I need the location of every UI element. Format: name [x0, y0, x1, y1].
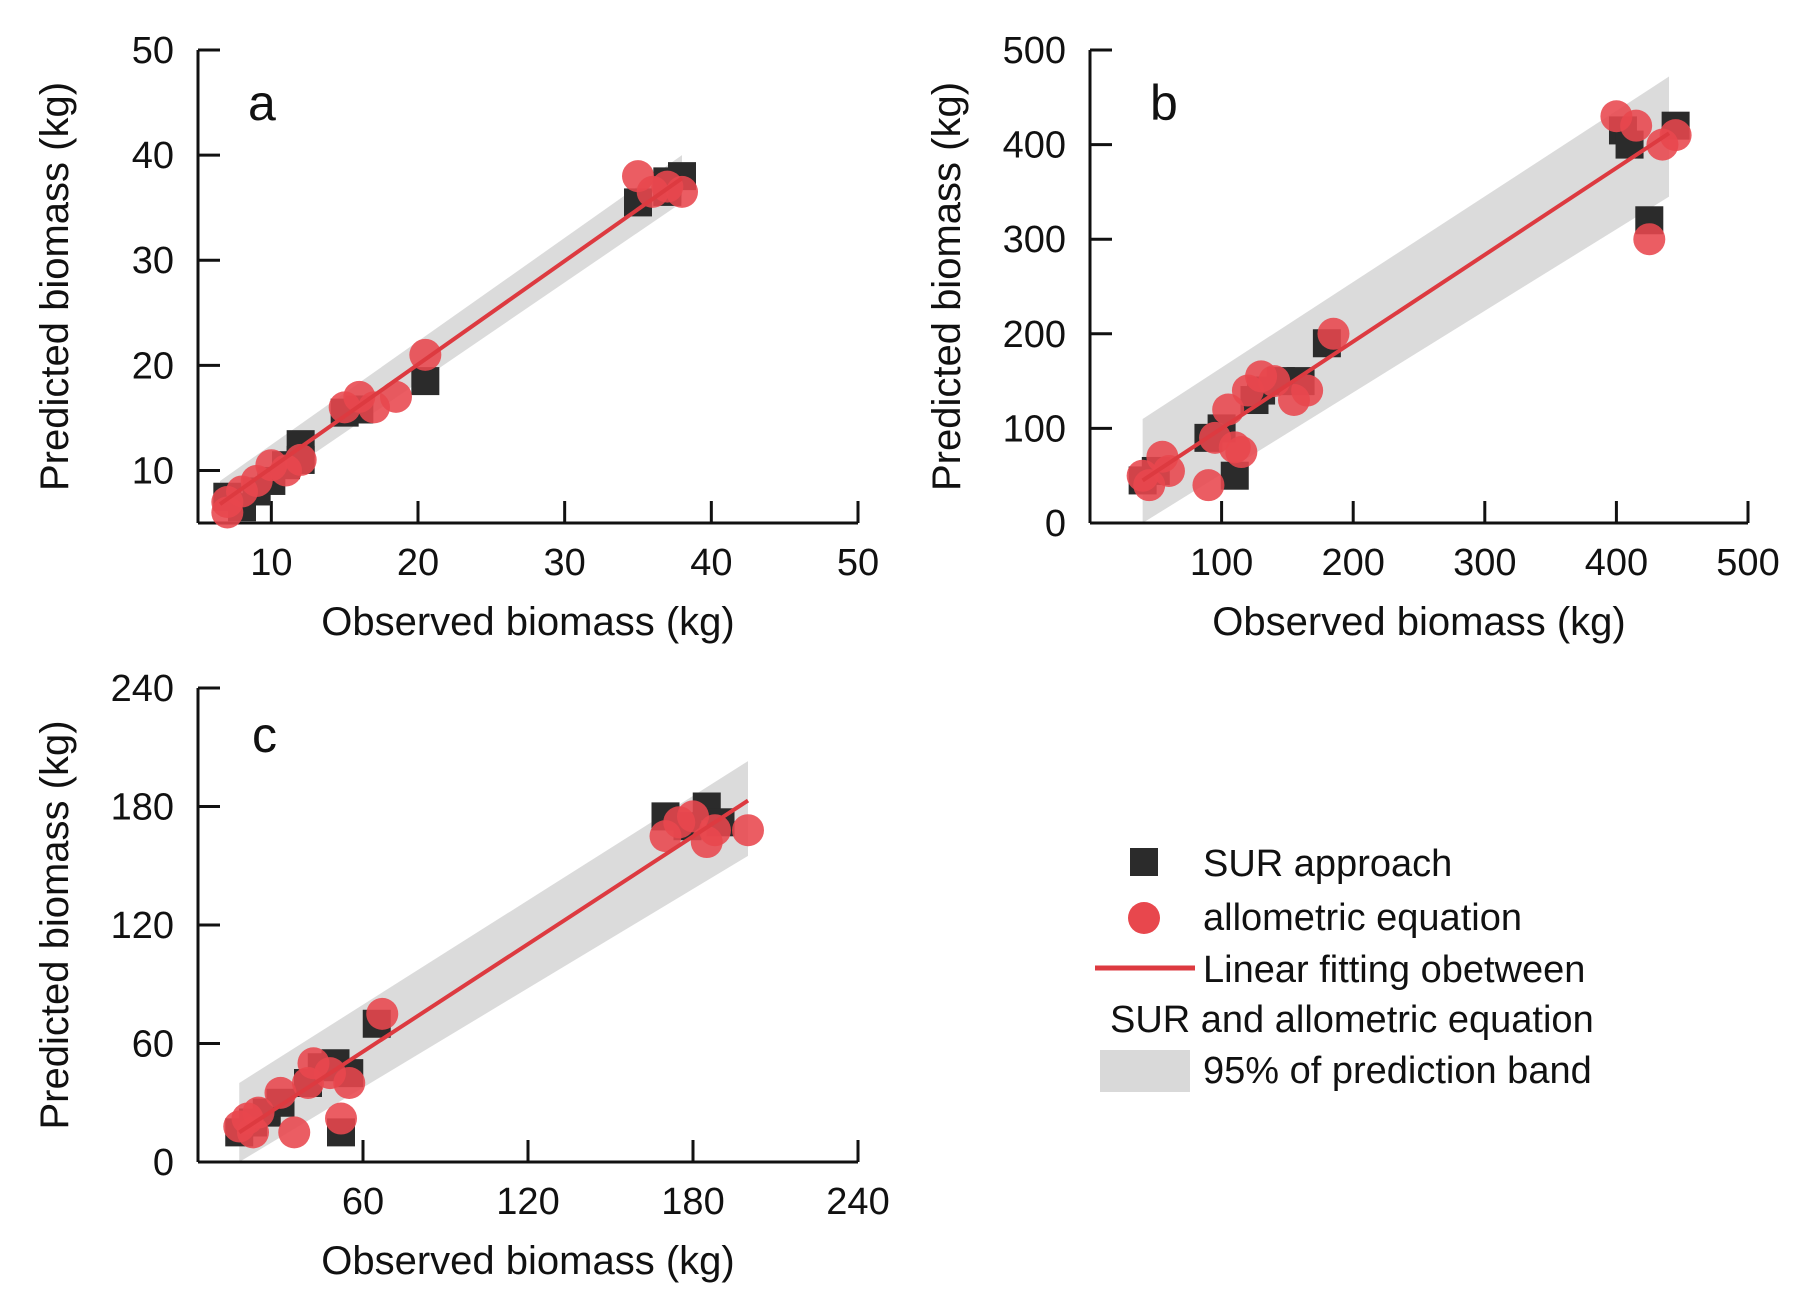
y-tick-label-b: 400 — [1003, 125, 1066, 167]
x-tick-label-a: 40 — [690, 542, 732, 584]
y-axis-title-c: Predicted biomass (kg) — [33, 720, 77, 1129]
allometric-point-b — [1152, 454, 1185, 487]
panel-c: 0 60 120 180 240 60 120 180 240 Observed biomass … — [33, 668, 890, 1283]
legend: SUR approach allometric equation Linear … — [1095, 843, 1594, 1092]
y-tick-label-c: 180 — [111, 787, 174, 829]
x-axis-title-b: Observed biomass (kg) — [1212, 600, 1625, 644]
allometric-point-c — [278, 1116, 311, 1149]
y-axis-title-b: Predicted biomass (kg) — [925, 82, 969, 491]
legend-sur-label: SUR approach — [1203, 843, 1452, 885]
x-tick-label-b: 500 — [1716, 542, 1779, 584]
allometric-point-b — [1620, 109, 1653, 142]
prediction-band-c — [239, 761, 748, 1162]
x-tick-label-c: 180 — [661, 1181, 724, 1223]
allometric-point-c — [325, 1102, 357, 1135]
allometric-point-c — [366, 997, 399, 1030]
legend-band-label: 95% of prediction band — [1203, 1050, 1592, 1092]
legend-band-swatch — [1100, 1050, 1190, 1092]
allometric-point-b — [1225, 436, 1258, 469]
x-axis-title-c: Observed biomass (kg) — [321, 1239, 734, 1283]
y-tick-label-a: 40 — [132, 135, 174, 177]
legend-allometric-marker — [1128, 902, 1160, 934]
x-tick-label-a: 10 — [250, 542, 292, 584]
y-tick-label-a: 50 — [132, 30, 174, 72]
panel-letter-b: b — [1150, 75, 1178, 131]
allometric-point-c — [732, 814, 764, 847]
x-tick-label-a: 30 — [544, 542, 586, 584]
panel-b: 0 100 200 300 400 500 100 200 300 400 500 Observed … — [925, 30, 1780, 644]
x-tick-label-b: 400 — [1585, 542, 1648, 584]
y-tick-label-b: 300 — [1003, 219, 1066, 261]
prediction-band-b — [1142, 76, 1670, 523]
x-tick-label-c: 240 — [826, 1181, 889, 1223]
fit-line-b — [1141, 131, 1671, 483]
allometric-point-b — [1291, 374, 1324, 407]
panel-letter-a: a — [248, 75, 276, 131]
x-tick-label-a: 50 — [837, 542, 879, 584]
y-tick-label-c: 60 — [132, 1024, 174, 1066]
allometric-point-b — [1633, 223, 1666, 256]
y-tick-label-b: 500 — [1003, 30, 1066, 72]
fit-line-a — [218, 176, 684, 506]
x-tick-label-a: 20 — [397, 542, 439, 584]
x-tick-label-b: 100 — [1190, 542, 1253, 584]
legend-sur-marker — [1130, 848, 1158, 876]
panel-a: 10 20 30 40 50 10 20 30 40 50 Observed biomass (kg… — [33, 30, 879, 644]
x-axis-title-a: Observed biomass (kg) — [321, 600, 734, 644]
legend-allometric-label: allometric equation — [1203, 897, 1522, 939]
allometric-point-c — [242, 1096, 275, 1129]
allometric-point-c — [333, 1067, 366, 1099]
y-tick-label-b: 100 — [1003, 408, 1066, 450]
allometric-point-b — [1659, 119, 1692, 152]
y-tick-label-c: 240 — [111, 668, 174, 710]
prediction-band-a — [220, 155, 682, 518]
allometric-point-c — [699, 814, 731, 847]
sur-point-a — [411, 367, 440, 396]
x-tick-label-c: 120 — [496, 1181, 559, 1223]
legend-fit-label-line2: SUR and allometric equation — [1110, 999, 1594, 1041]
y-tick-label-a: 20 — [132, 345, 174, 387]
allometric-point-b — [1192, 469, 1225, 502]
fit-line-c — [238, 798, 750, 1135]
y-tick-label-a: 30 — [132, 240, 174, 282]
x-tick-label-c: 60 — [342, 1181, 384, 1223]
y-axis-title-a: Predicted biomass (kg) — [33, 82, 77, 491]
y-tick-label-b: 200 — [1003, 314, 1066, 356]
x-tick-label-b: 300 — [1453, 542, 1516, 584]
x-tick-label-b: 200 — [1321, 542, 1384, 584]
y-tick-label-b: 0 — [1045, 503, 1066, 545]
allometric-point-a — [666, 175, 698, 208]
panel-letter-c: c — [252, 707, 277, 763]
y-tick-label-a: 10 — [132, 450, 174, 492]
y-tick-label-c: 0 — [153, 1142, 174, 1184]
allometric-point-b — [1317, 317, 1350, 350]
y-tick-label-c: 120 — [111, 905, 174, 947]
legend-fit-label-line1: Linear fitting obetween — [1203, 949, 1585, 991]
allometric-point-a — [380, 380, 412, 413]
